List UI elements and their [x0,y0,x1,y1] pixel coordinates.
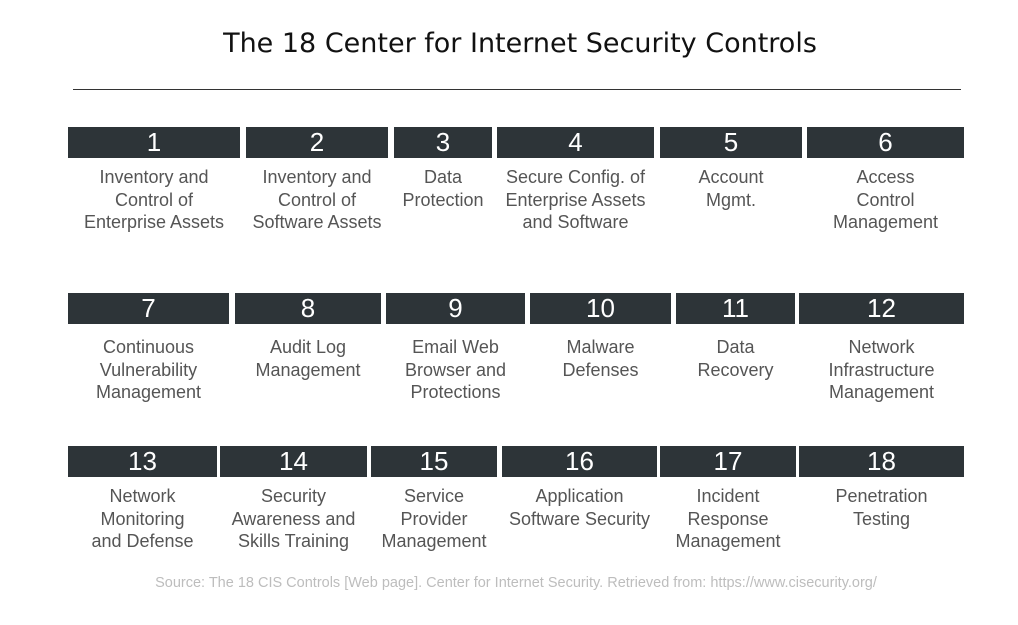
source-citation: Source: The 18 CIS Controls [Web page]. … [155,575,877,591]
page-title: The 18 Center for Internet Security Cont… [223,28,817,59]
control-number: 13 [68,446,217,477]
control-label: Service Provider Management [381,486,487,551]
control-12: 12 Network Infrastructure Management [799,293,964,404]
control-number: 6 [807,127,964,158]
control-number: 7 [68,293,229,324]
control-number: 3 [394,127,492,158]
control-16: 16 Application Software Security [502,446,657,530]
control-number: 14 [220,446,367,477]
control-label: Data Protection [402,167,484,210]
title-divider [73,89,961,90]
control-5: 5 Account Mgmt. [660,127,802,211]
control-number: 16 [502,446,657,477]
control-number: 10 [530,293,671,324]
control-number: 15 [371,446,497,477]
control-label: Inventory and Control of Enterprise Assets [83,167,225,232]
control-label: Application Software Security [508,486,651,529]
control-label: Penetration Testing [835,486,928,529]
control-8: 8 Audit Log Management [235,293,381,381]
control-number: 2 [246,127,388,158]
control-9: 9 Email Web Browser and Protections [386,293,525,404]
control-number: 5 [660,127,802,158]
control-14: 14 Security Awareness and Skills Training [220,446,367,553]
control-number: 1 [68,127,240,158]
control-number: 18 [799,446,964,477]
control-number: 11 [676,293,795,324]
control-15: 15 Service Provider Management [371,446,497,553]
control-6: 6 Access Control Management [807,127,964,234]
control-1: 1 Inventory and Control of Enterprise Asse… [68,127,240,234]
control-13: 13 Network Monitoring and Defense [68,446,217,553]
control-2: 2 Inventory and Control of Software Assets [246,127,388,234]
control-7: 7 Continuous Vulnerability Management [68,293,229,404]
control-18: 18 Penetration Testing [799,446,964,530]
control-label: Data Recovery [697,337,774,380]
control-4: 4 Secure Config. of Enterprise Assets and … [497,127,654,234]
control-label: Malware Defenses [562,337,639,380]
control-number: 12 [799,293,964,324]
control-number: 8 [235,293,381,324]
control-17: 17 Incident Response Management [660,446,796,553]
control-label: Continuous Vulnerability Management [95,337,202,402]
control-10: 10 Malware Defenses [530,293,671,381]
control-label: Inventory and Control of Software Assets [252,167,382,232]
control-label: Email Web Browser and Protections [404,337,507,402]
control-number: 17 [660,446,796,477]
control-label: Audit Log Management [255,337,361,380]
control-label: Network Infrastructure Management [828,337,935,402]
control-3: 3 Data Protection [394,127,492,211]
control-label: Secure Config. of Enterprise Assets and So… [505,167,646,232]
control-label: Network Monitoring and Defense [91,486,194,551]
control-11: 11 Data Recovery [676,293,795,381]
control-label: Incident Response Management [675,486,781,551]
control-label: Security Awareness and Skills Training [231,486,356,551]
control-number: 4 [497,127,654,158]
control-label: Access Control Management [832,167,939,232]
control-number: 9 [386,293,525,324]
control-label: Account Mgmt. [698,167,764,210]
